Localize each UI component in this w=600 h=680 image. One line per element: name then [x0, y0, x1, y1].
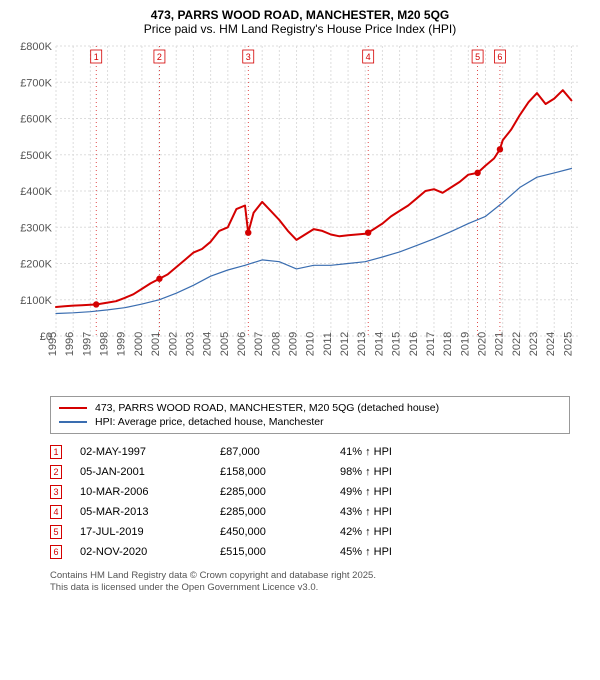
price-chart: £0£100K£200K£300K£400K£500K£600K£700K£80…	[12, 42, 588, 390]
sale-date: 02-NOV-2020	[80, 546, 220, 558]
svg-text:1998: 1998	[99, 332, 111, 356]
svg-text:2008: 2008	[270, 332, 282, 356]
sale-date: 10-MAR-2006	[80, 486, 220, 498]
legend: 473, PARRS WOOD ROAD, MANCHESTER, M20 5Q…	[50, 396, 570, 434]
svg-text:2004: 2004	[202, 332, 214, 356]
sale-marker-icon: 1	[50, 445, 62, 459]
sale-price: £450,000	[220, 526, 340, 538]
svg-text:2002: 2002	[167, 332, 179, 356]
legend-label: HPI: Average price, detached house, Manc…	[95, 416, 324, 428]
sale-pct-vs-hpi: 45% ↑ HPI	[340, 546, 460, 558]
svg-text:2023: 2023	[528, 332, 540, 356]
svg-text:2021: 2021	[494, 332, 506, 356]
svg-text:2025: 2025	[562, 332, 574, 356]
svg-text:£400K: £400K	[20, 186, 52, 198]
sale-marker-icon: 5	[50, 525, 62, 539]
svg-text:2024: 2024	[545, 332, 557, 356]
svg-text:2011: 2011	[322, 332, 334, 356]
svg-text:2019: 2019	[459, 332, 471, 356]
svg-text:2017: 2017	[425, 332, 437, 356]
svg-text:£700K: £700K	[20, 77, 52, 89]
svg-text:2009: 2009	[288, 332, 300, 356]
svg-text:2000: 2000	[133, 332, 145, 356]
svg-text:1999: 1999	[116, 332, 128, 356]
svg-text:1997: 1997	[81, 332, 93, 356]
sale-date: 05-JAN-2001	[80, 466, 220, 478]
sale-price: £158,000	[220, 466, 340, 478]
svg-text:2005: 2005	[219, 332, 231, 356]
svg-text:2013: 2013	[356, 332, 368, 356]
legend-swatch	[59, 421, 87, 422]
sale-date: 17-JUL-2019	[80, 526, 220, 538]
sale-pct-vs-hpi: 41% ↑ HPI	[340, 446, 460, 458]
svg-text:6: 6	[497, 52, 502, 62]
sale-price: £285,000	[220, 486, 340, 498]
sale-price: £285,000	[220, 506, 340, 518]
svg-text:2020: 2020	[477, 332, 489, 356]
title-line-1: 473, PARRS WOOD ROAD, MANCHESTER, M20 5Q…	[10, 8, 590, 22]
svg-text:2001: 2001	[150, 332, 162, 356]
svg-text:£100K: £100K	[20, 295, 52, 307]
table-row: 2 05-JAN-2001£158,00098% ↑ HPI	[50, 462, 570, 482]
svg-text:2003: 2003	[184, 332, 196, 356]
sale-date: 02-MAY-1997	[80, 446, 220, 458]
sale-marker-icon: 4	[50, 505, 62, 519]
footer-line-1: Contains HM Land Registry data © Crown c…	[50, 570, 570, 582]
svg-text:2015: 2015	[391, 332, 403, 356]
sale-price: £515,000	[220, 546, 340, 558]
svg-text:2: 2	[157, 52, 162, 62]
svg-text:2006: 2006	[236, 332, 248, 356]
sale-marker-icon: 3	[50, 485, 62, 499]
svg-text:2016: 2016	[408, 332, 420, 356]
sale-pct-vs-hpi: 43% ↑ HPI	[340, 506, 460, 518]
chart-area: £0£100K£200K£300K£400K£500K£600K£700K£80…	[12, 42, 588, 392]
table-row: 1 02-MAY-1997£87,00041% ↑ HPI	[50, 442, 570, 462]
svg-text:£300K: £300K	[20, 222, 52, 234]
svg-text:2014: 2014	[373, 332, 385, 356]
svg-text:1995: 1995	[47, 332, 59, 356]
sale-date: 05-MAR-2013	[80, 506, 220, 518]
table-row: 6 02-NOV-2020£515,00045% ↑ HPI	[50, 542, 570, 562]
row-marker-cell: 2	[50, 465, 80, 479]
svg-text:1: 1	[94, 52, 99, 62]
row-marker-cell: 1	[50, 445, 80, 459]
sale-pct-vs-hpi: 98% ↑ HPI	[340, 466, 460, 478]
svg-text:3: 3	[246, 52, 251, 62]
svg-text:2022: 2022	[511, 332, 523, 356]
table-row: 5 17-JUL-2019£450,00042% ↑ HPI	[50, 522, 570, 542]
table-row: 4 05-MAR-2013£285,00043% ↑ HPI	[50, 502, 570, 522]
title-line-2: Price paid vs. HM Land Registry's House …	[10, 22, 590, 36]
svg-text:2012: 2012	[339, 332, 351, 356]
footer-line-2: This data is licensed under the Open Gov…	[50, 582, 570, 594]
svg-text:£200K: £200K	[20, 259, 52, 271]
chart-titles: 473, PARRS WOOD ROAD, MANCHESTER, M20 5Q…	[10, 8, 590, 36]
sale-price: £87,000	[220, 446, 340, 458]
svg-text:4: 4	[366, 52, 371, 62]
svg-text:£600K: £600K	[20, 114, 52, 126]
legend-label: 473, PARRS WOOD ROAD, MANCHESTER, M20 5Q…	[95, 402, 439, 414]
svg-text:£500K: £500K	[20, 150, 52, 162]
footer: Contains HM Land Registry data © Crown c…	[50, 570, 570, 595]
sale-pct-vs-hpi: 42% ↑ HPI	[340, 526, 460, 538]
svg-text:2007: 2007	[253, 332, 265, 356]
legend-item: 473, PARRS WOOD ROAD, MANCHESTER, M20 5Q…	[59, 401, 561, 415]
row-marker-cell: 5	[50, 525, 80, 539]
legend-item: HPI: Average price, detached house, Manc…	[59, 415, 561, 429]
sale-marker-icon: 6	[50, 545, 62, 559]
svg-text:2018: 2018	[442, 332, 454, 356]
sale-pct-vs-hpi: 49% ↑ HPI	[340, 486, 460, 498]
page-root: 473, PARRS WOOD ROAD, MANCHESTER, M20 5Q…	[0, 0, 600, 603]
svg-text:5: 5	[475, 52, 480, 62]
svg-text:£800K: £800K	[20, 42, 52, 53]
table-row: 3 10-MAR-2006£285,00049% ↑ HPI	[50, 482, 570, 502]
svg-text:2010: 2010	[305, 332, 317, 356]
legend-swatch	[59, 407, 87, 409]
row-marker-cell: 6	[50, 545, 80, 559]
sales-table: 1 02-MAY-1997£87,00041% ↑ HPI 2 05-JAN-2001…	[50, 442, 570, 562]
row-marker-cell: 4	[50, 505, 80, 519]
sale-marker-icon: 2	[50, 465, 62, 479]
svg-text:1996: 1996	[64, 332, 76, 356]
row-marker-cell: 3	[50, 485, 80, 499]
